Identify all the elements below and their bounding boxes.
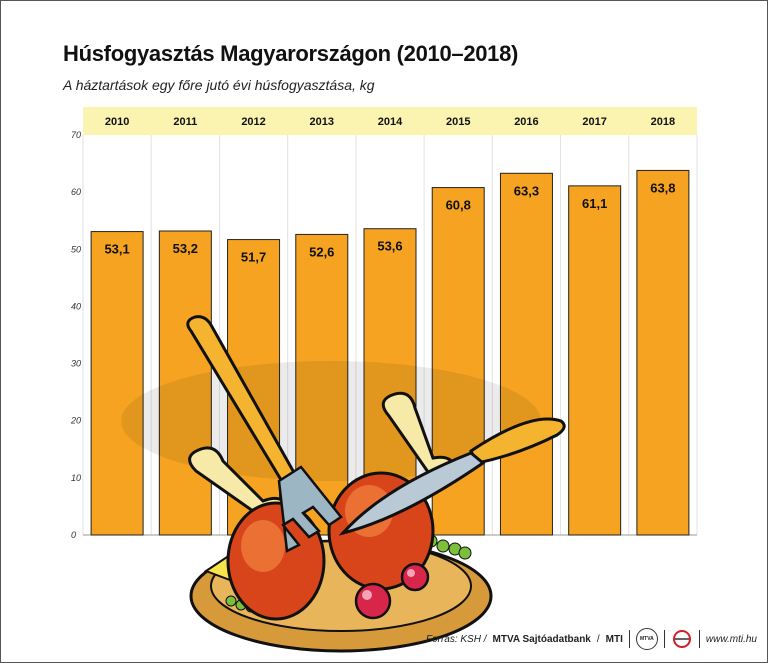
- data-label: 60,8: [446, 198, 471, 213]
- x-tick-label: 2015: [446, 116, 470, 128]
- bar: [158, 230, 212, 536]
- source-agency: MTVA Sajtóadatbank: [492, 633, 591, 645]
- fork: [186, 315, 343, 553]
- footer: Forrás: KSH / MTVA Sajtóadatbank / MTI M…: [426, 624, 757, 654]
- data-label: 53,2: [173, 241, 198, 256]
- y-tick-label: 40: [71, 301, 81, 311]
- bar: [90, 231, 144, 536]
- bar: [636, 169, 690, 536]
- knife: [338, 417, 566, 536]
- footer-divider: [628, 630, 630, 648]
- y-tick-label: 20: [70, 416, 81, 426]
- x-tick-label: 2010: [105, 116, 129, 128]
- bar: [568, 185, 622, 536]
- x-tick-label: 2011: [173, 116, 197, 128]
- source-label: Forrás: KSH /: [425, 633, 487, 645]
- chart-subtitle: A háztartások egy főre jutó évi húsfogya…: [63, 77, 375, 93]
- y-tick-label: 0: [71, 530, 76, 540]
- x-tick-label: 2012: [241, 116, 265, 128]
- mtva-badge-icon: MTVA: [635, 628, 658, 650]
- site-link[interactable]: www.mti.hu: [705, 633, 757, 645]
- y-tick-label: 50: [71, 244, 81, 254]
- y-tick-label: 30: [71, 359, 81, 369]
- data-label: 61,1: [582, 196, 607, 211]
- roast-chicken-illustration: [121, 315, 566, 653]
- mti-logo-icon: [672, 630, 691, 648]
- chart-title: Húsfogyasztás Magyarországon (2010–2018): [63, 41, 519, 66]
- data-label: 53,1: [104, 242, 129, 257]
- data-label: 63,8: [650, 180, 675, 195]
- data-label: 51,7: [241, 250, 266, 265]
- x-tick-label: 2014: [378, 116, 403, 128]
- footer-divider: [663, 630, 665, 648]
- cherry-tomatoes: [354, 562, 430, 620]
- data-label: 52,6: [309, 244, 334, 259]
- year-band: [83, 107, 697, 135]
- y-tick-label: 60: [71, 187, 81, 197]
- footer-divider: [698, 630, 700, 648]
- data-label: 53,6: [377, 239, 402, 254]
- x-tick-label: 2017: [582, 116, 606, 128]
- x-tick-label: 2018: [651, 116, 675, 128]
- x-tick-label: 2013: [310, 116, 334, 128]
- y-tick-label: 10: [71, 473, 81, 483]
- bar: [499, 172, 553, 536]
- y-tick-label: 70: [71, 130, 81, 140]
- data-label: 63,3: [514, 183, 539, 198]
- x-tick-label: 2016: [514, 116, 538, 128]
- source-org: MTI: [605, 633, 623, 645]
- source-separator: /: [596, 633, 600, 645]
- chicken-leg-left: [188, 446, 326, 621]
